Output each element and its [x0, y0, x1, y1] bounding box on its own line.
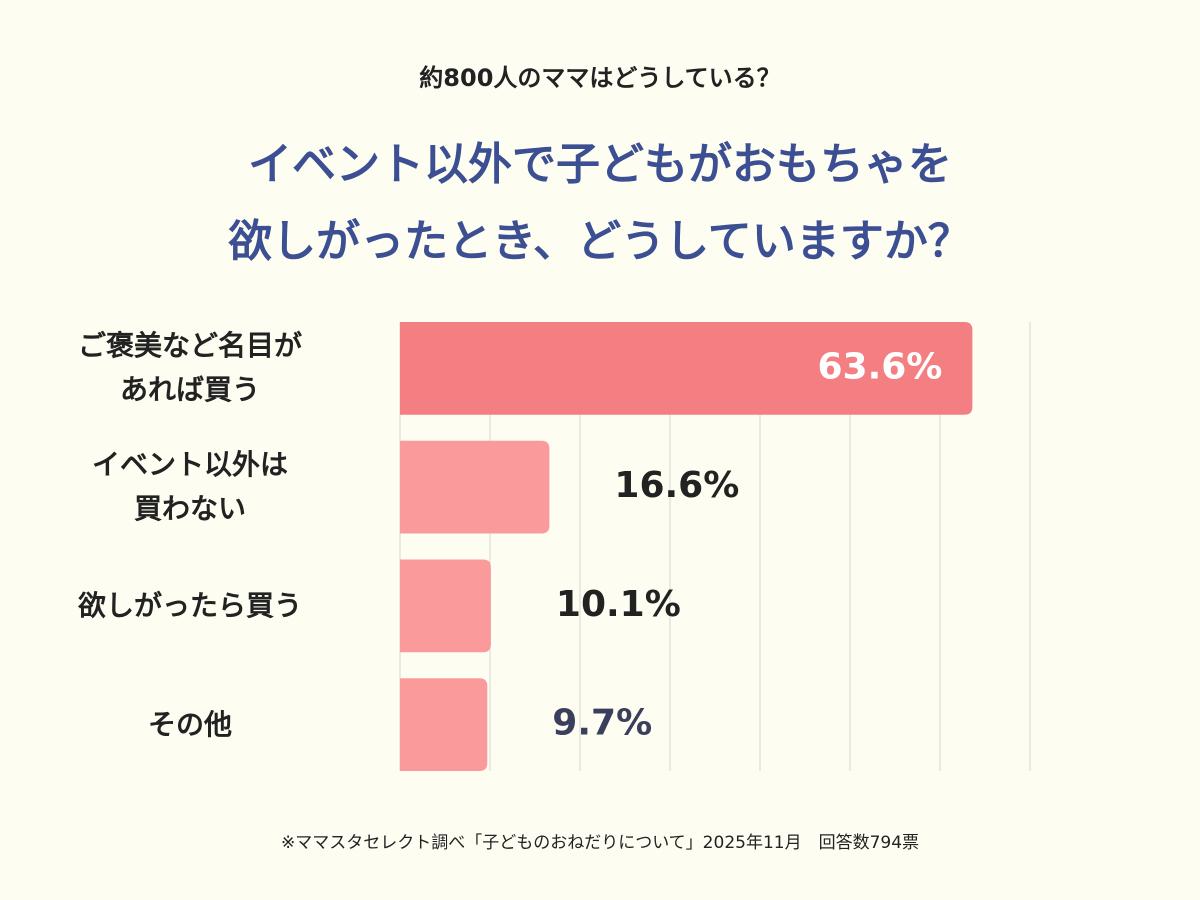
bar — [400, 559, 491, 653]
value-label: 10.1% — [556, 584, 681, 625]
category-label: その他 — [147, 707, 232, 741]
bar — [400, 322, 973, 415]
value-label: 63.6% — [817, 346, 942, 387]
footnote: ※ママスタセレクト調べ「子どものおねだりについて」2025年11月 回答数794… — [280, 833, 920, 853]
value-label: 16.6% — [614, 465, 739, 506]
category-label: イベント以外は 買わない — [91, 448, 288, 526]
value-label: 9.7% — [552, 703, 652, 744]
category-label: 欲しがったら買う — [77, 588, 302, 622]
bar — [400, 678, 488, 771]
bar — [400, 440, 550, 534]
category-label: ご褒美など名目が あれば買う — [77, 329, 302, 407]
chart-title: イベント以外で子どもがおもちゃを 欲しがったとき、どうしていますか？ — [228, 139, 972, 267]
chart-subtitle: 約800人のママはどうしている？ — [419, 64, 781, 92]
